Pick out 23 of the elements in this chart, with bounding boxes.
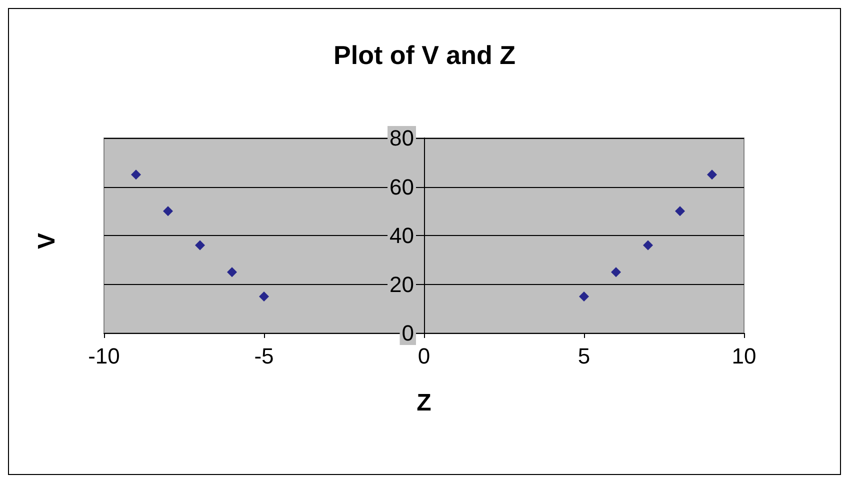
y-tick-label: 0: [402, 320, 414, 346]
point: [707, 170, 717, 180]
point: [643, 240, 653, 250]
y-tick-label: 80: [390, 126, 414, 150]
chart-title: Plot of V and Z: [334, 40, 516, 70]
point: [579, 291, 589, 302]
point: [259, 291, 269, 302]
y-tick-label: 40: [390, 223, 414, 248]
y-tick-label: 20: [390, 272, 414, 297]
y-axis-title: V: [34, 232, 60, 250]
point: [195, 240, 205, 250]
x-tick-label: 5: [578, 344, 590, 368]
point: [163, 206, 173, 216]
x-tick-label: 10: [732, 344, 756, 368]
point: [611, 267, 621, 278]
point: [227, 267, 237, 278]
point: [131, 170, 141, 180]
x-tick-label: 0: [418, 344, 430, 368]
x-tick-label: -10: [88, 344, 120, 368]
point: [675, 206, 685, 216]
x-tick-label: -5: [254, 344, 274, 368]
y-tick-label: 60: [390, 174, 414, 200]
x-axis-title: Z: [416, 390, 432, 416]
